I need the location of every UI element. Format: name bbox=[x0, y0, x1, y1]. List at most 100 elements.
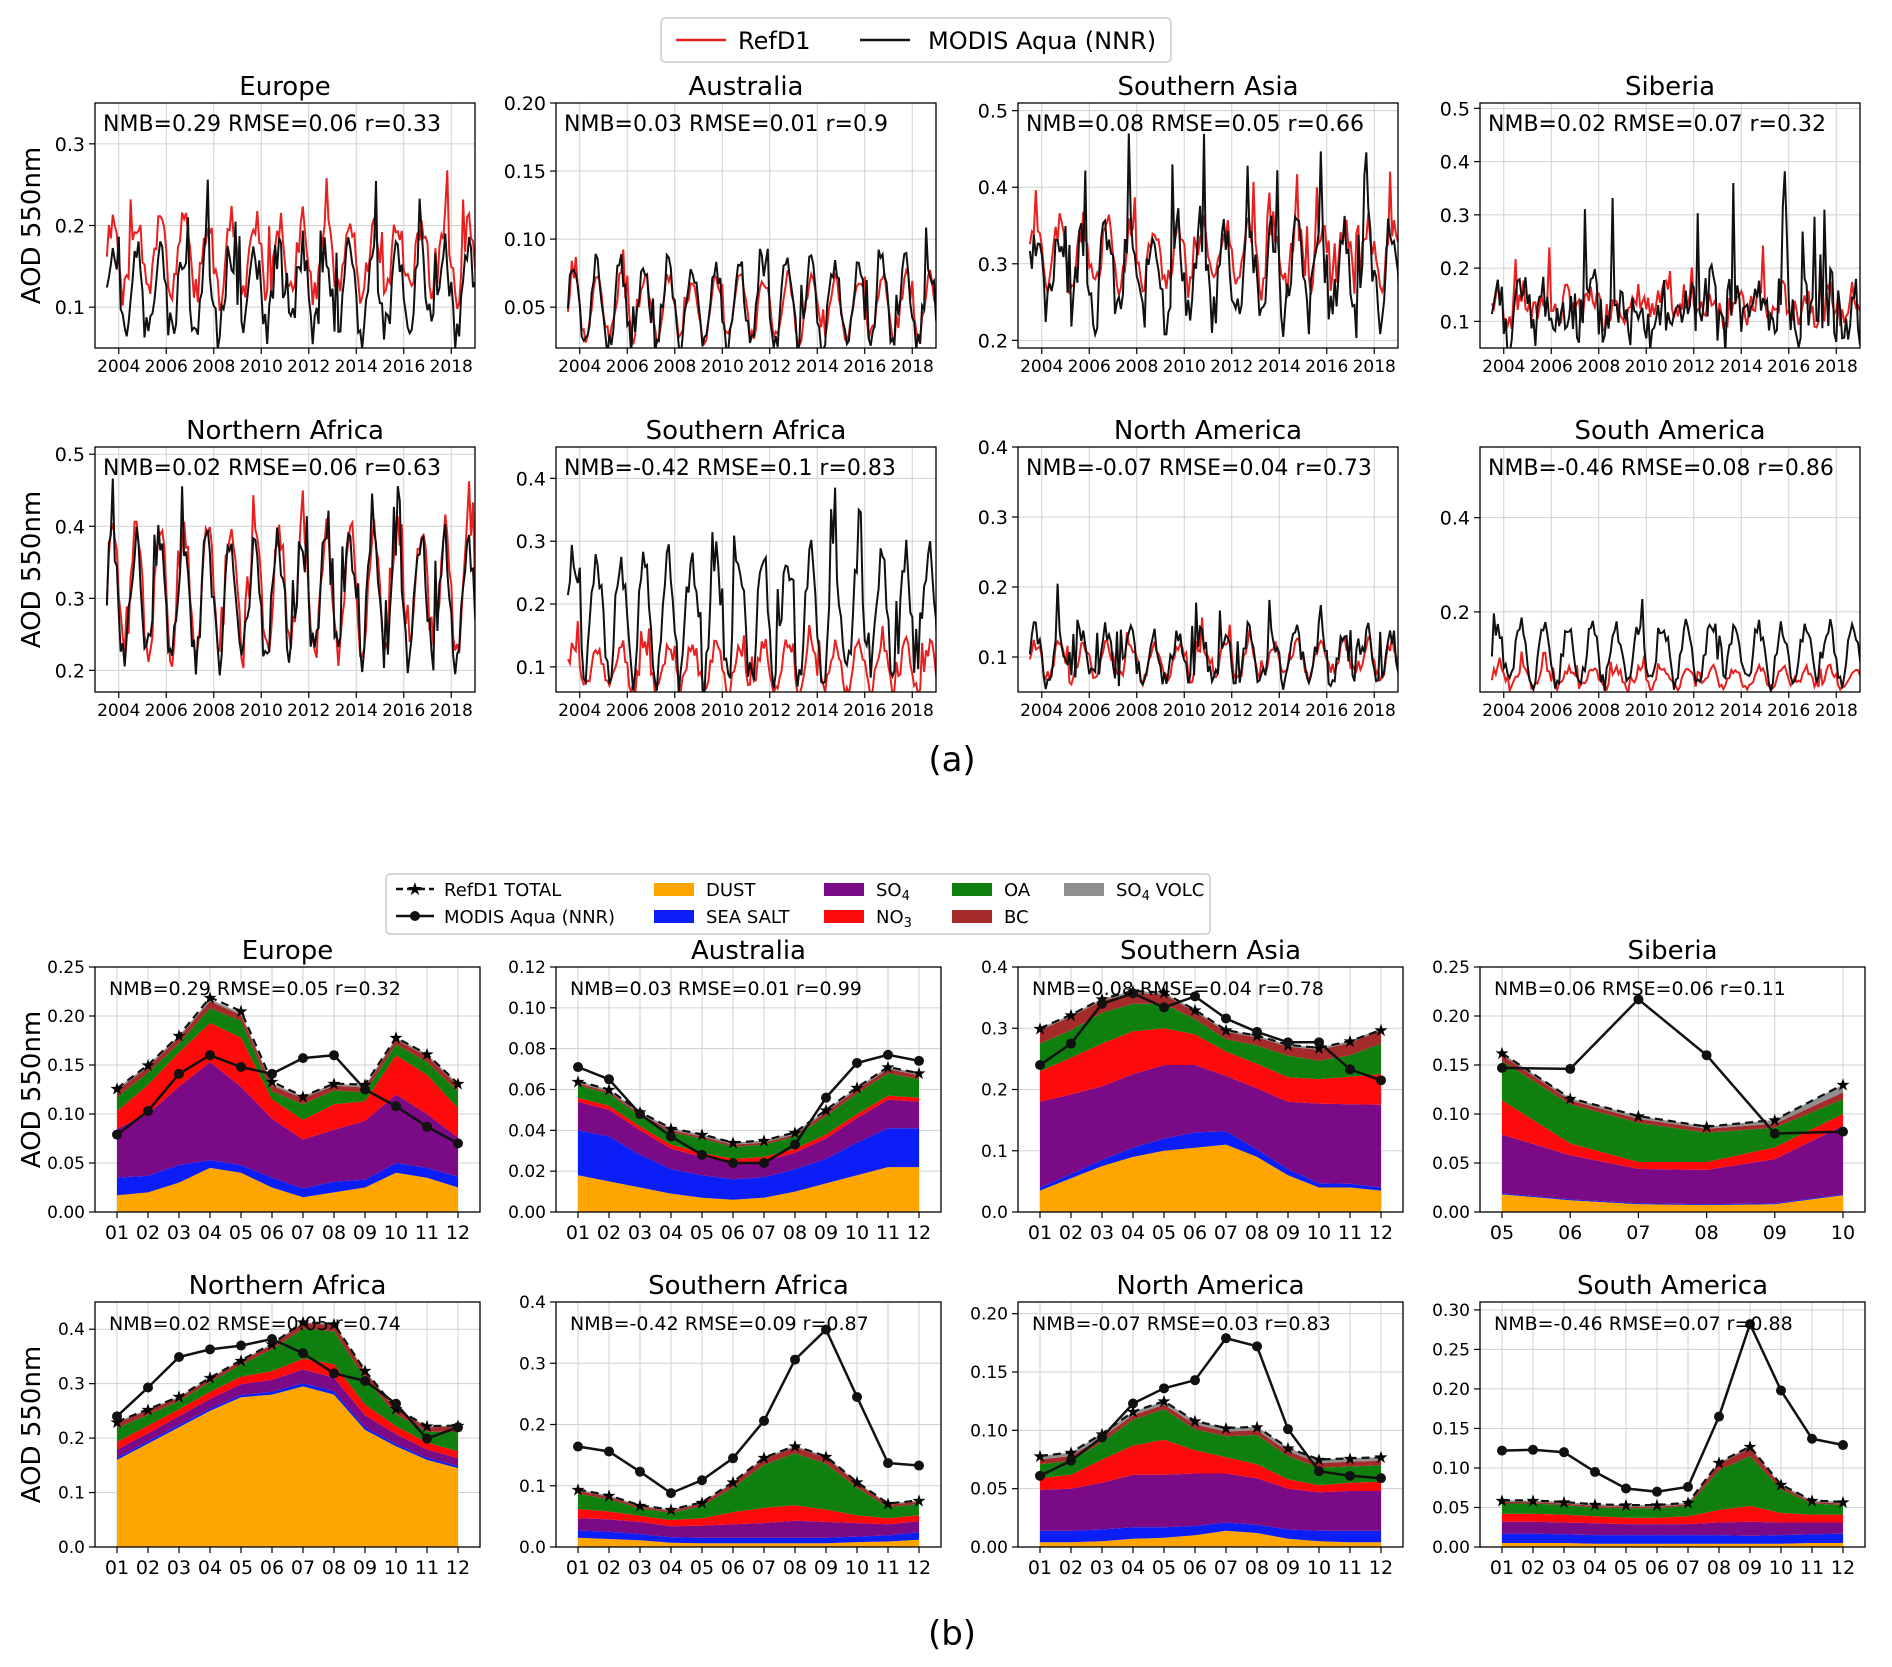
chart-title: Southern Africa bbox=[646, 416, 847, 446]
x-tick-label: 2018 bbox=[1815, 701, 1858, 721]
y-tick-label: 0.5 bbox=[978, 101, 1008, 123]
modis-line bbox=[1501, 1320, 1844, 1493]
modis-marker bbox=[1528, 1444, 1538, 1455]
x-tick-label: 2018 bbox=[1353, 701, 1396, 721]
refd1-total-marker: ★ bbox=[1699, 1118, 1714, 1138]
dust-area bbox=[117, 1167, 458, 1212]
refd1-total-marker: ★ bbox=[171, 1027, 186, 1047]
modis-marker bbox=[112, 1411, 122, 1422]
y-tick-label: 0.08 bbox=[508, 1040, 546, 1060]
oa-area bbox=[117, 1008, 458, 1120]
x-tick-label: 2008 bbox=[192, 701, 235, 721]
modis-marker bbox=[1497, 1445, 1507, 1456]
x-tick-label: 2004 bbox=[558, 701, 601, 721]
seasonal-chart-europe: Europe 0.00 0.05 0.10 0.15 0.20 0.25 01 02 03 04 05… bbox=[17, 936, 481, 1244]
chart-title: Europe bbox=[239, 72, 330, 102]
modis-marker bbox=[790, 1354, 800, 1365]
dust-area bbox=[1040, 1530, 1381, 1547]
modis-marker bbox=[852, 1391, 862, 1402]
refd1-series-line bbox=[105, 481, 475, 669]
modis-marker bbox=[1128, 1398, 1138, 1409]
modis-marker bbox=[883, 1049, 893, 1060]
x-tick-label: 09 bbox=[814, 1222, 838, 1244]
chart-title: Northern Africa bbox=[186, 416, 384, 446]
plot-frame bbox=[1479, 966, 1866, 1213]
chart-title: South America bbox=[1577, 1271, 1768, 1301]
x-tick-label: 01 bbox=[105, 1557, 129, 1579]
y-tick-label: 0.1 bbox=[1440, 311, 1470, 333]
x-tick-label: 2010 bbox=[240, 701, 283, 721]
so4-area bbox=[1502, 1125, 1843, 1205]
refd1-total-marker: ★ bbox=[1032, 1447, 1047, 1467]
x-tick-label: 2014 bbox=[1720, 357, 1763, 377]
refd1-total-marker: ★ bbox=[694, 1125, 709, 1145]
x-tick-label: 2018 bbox=[430, 701, 473, 721]
modis-marker bbox=[1590, 1466, 1600, 1477]
modis-marker bbox=[422, 1121, 432, 1132]
x-tick-label: 10 bbox=[384, 1557, 408, 1579]
x-tick-label: 11 bbox=[876, 1557, 900, 1579]
refd1-total-marker: ★ bbox=[787, 1437, 802, 1457]
modis-line bbox=[1039, 991, 1382, 1082]
plot-frame bbox=[1017, 102, 1399, 349]
x-tick-label: 10 bbox=[384, 1222, 408, 1244]
modis-marker bbox=[728, 1453, 738, 1464]
y-tick-label: 0.4 bbox=[978, 177, 1008, 199]
chart-title: Siberia bbox=[1627, 936, 1717, 966]
y-tick-label: 0.1 bbox=[516, 657, 546, 679]
x-tick-label: 02 bbox=[1059, 1557, 1083, 1579]
x-tick-label: 12 bbox=[1831, 1557, 1855, 1579]
refd1-total-marker: ★ bbox=[725, 1473, 740, 1493]
legend-b-frame bbox=[385, 873, 1211, 935]
modis-marker bbox=[604, 1074, 614, 1085]
refd1-total-marker: ★ bbox=[1711, 1453, 1726, 1473]
modis-marker bbox=[1807, 1433, 1817, 1444]
y-tick-label: 0.10 bbox=[1432, 1459, 1470, 1479]
no3-area bbox=[578, 1505, 919, 1527]
y-tick-label: 0.0 bbox=[58, 1538, 85, 1558]
modis-marker bbox=[914, 1055, 924, 1066]
oa-area bbox=[1040, 1409, 1381, 1486]
refd1-total-marker: ★ bbox=[818, 1447, 833, 1467]
x-tick-label: 06 bbox=[260, 1557, 284, 1579]
modis-marker bbox=[1838, 1440, 1848, 1451]
y-tick-label: 0.3 bbox=[58, 1375, 85, 1395]
x-tick-label: 2016 bbox=[843, 701, 886, 721]
y-tick-label: 0.3 bbox=[981, 1019, 1008, 1039]
modis-marker bbox=[759, 1415, 769, 1426]
legend-b-total-label: RefD1 TOTAL bbox=[444, 880, 561, 901]
refd1-total-marker: ★ bbox=[140, 1400, 155, 1420]
x-tick-label: 2018 bbox=[891, 357, 934, 377]
modis-marker bbox=[821, 1324, 831, 1335]
refd1-total-marker: ★ bbox=[1156, 1392, 1171, 1412]
x-tick-label: 2006 bbox=[1530, 357, 1573, 377]
refd1-total-marker: ★ bbox=[140, 1056, 155, 1076]
y-tick-label: 0.12 bbox=[508, 958, 546, 978]
refd1-total-marker: ★ bbox=[1618, 1496, 1633, 1516]
x-tick-label: 2010 bbox=[240, 357, 283, 377]
stats-text: NMB=-0.42 RMSE=0.09 r=0.87 bbox=[570, 1313, 869, 1335]
legend-b-seasalt-swatch bbox=[654, 910, 694, 923]
y-tick-label: 0.4 bbox=[1440, 508, 1470, 530]
modis-marker bbox=[1769, 1128, 1780, 1139]
seasalt-area bbox=[578, 1128, 919, 1200]
stats-text: NMB=-0.42 RMSE=0.1 r=0.83 bbox=[564, 456, 896, 481]
x-tick-label: 12 bbox=[907, 1222, 931, 1244]
x-tick-label: 2016 bbox=[1305, 701, 1348, 721]
seasonal-chart-north-america: North America 0.00 0.05 0.10 0.15 0.20 01 02 03 0… bbox=[970, 1271, 1404, 1579]
so4-area bbox=[578, 1518, 919, 1538]
x-tick-label: 10 bbox=[845, 1557, 869, 1579]
modis-marker bbox=[604, 1446, 614, 1457]
x-tick-label: 2010 bbox=[1163, 357, 1206, 377]
modis-marker bbox=[1283, 1037, 1293, 1048]
x-tick-label: 2008 bbox=[1115, 357, 1158, 377]
refd1-total-marker: ★ bbox=[818, 1101, 833, 1121]
legend-b-volc-swatch bbox=[1064, 883, 1104, 896]
dust-area bbox=[1040, 1144, 1381, 1212]
x-tick-label: 2012 bbox=[287, 701, 330, 721]
x-tick-label: 11 bbox=[876, 1222, 900, 1244]
so4-area bbox=[117, 1369, 458, 1466]
modis-marker bbox=[391, 1398, 401, 1409]
stats-text: NMB=0.06 RMSE=0.06 r=0.11 bbox=[1494, 978, 1786, 1000]
